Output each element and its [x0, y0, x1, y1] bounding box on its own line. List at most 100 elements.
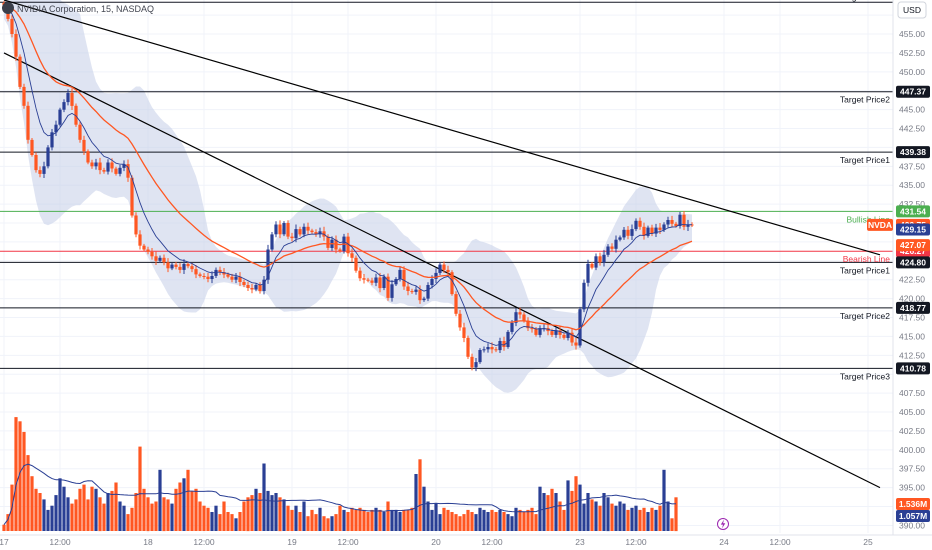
volume-bar — [370, 509, 374, 531]
volume-bar — [298, 512, 302, 531]
candle-body — [130, 177, 134, 216]
volume-bar — [406, 509, 410, 531]
price-levels[interactable] — [0, 1, 893, 369]
level-label: Target Price1 — [840, 155, 890, 165]
volume-bar — [218, 514, 222, 531]
volume-bar — [302, 501, 306, 531]
lightning-glyph-icon — [720, 519, 726, 529]
currency-button[interactable] — [897, 1, 927, 19]
volume-bar — [122, 505, 126, 531]
volume-ma-line — [3, 463, 677, 526]
time-axis[interactable]: 17 12:00 18 12:00 19 12:00 20 12:00 23 12:00 24 12:… — [0, 537, 873, 547]
time-tick: 12:00 — [337, 537, 359, 547]
trendline[interactable] — [3, 52, 881, 489]
trendlines[interactable] — [3, 0, 881, 489]
volume-bar — [146, 497, 150, 532]
price-tick: 445.00 — [899, 105, 925, 115]
price-axis[interactable]: 455.00 452.50 450.00 445.00 442.50 437.50 435.… — [899, 29, 925, 530]
volume-bar — [542, 493, 546, 531]
candle-body — [678, 214, 682, 226]
candle-body — [566, 332, 570, 338]
volume-bar — [258, 493, 262, 531]
level-badge — [896, 146, 930, 159]
candle-body — [306, 226, 310, 231]
level-label: Target Price3 — [840, 0, 890, 2]
currency-label: USD — [903, 5, 921, 15]
volume-bar — [266, 490, 270, 531]
candle-body — [642, 226, 646, 236]
candle-body — [618, 237, 622, 240]
time-tick: 24 — [719, 537, 729, 547]
volume-bar — [70, 503, 74, 531]
volume-bar — [454, 514, 458, 531]
time-tick: 25 — [863, 537, 873, 547]
volume-bar — [62, 486, 66, 531]
candle-body — [614, 239, 618, 249]
price-tick: 400.00 — [899, 445, 925, 455]
volume-bar — [642, 507, 646, 531]
time-axis-panel[interactable] — [0, 535, 932, 550]
candle-body — [106, 162, 110, 172]
volume-bar — [442, 507, 446, 531]
level-badge-text: 439.38 — [900, 147, 926, 157]
price-tick: 437.50 — [899, 161, 925, 171]
volume-bar — [26, 455, 30, 531]
volume-bar — [274, 493, 278, 531]
candle-body — [154, 256, 158, 261]
candle-body — [598, 256, 602, 263]
trendline[interactable] — [3, 0, 881, 256]
candle-body — [82, 139, 86, 152]
candle-body — [474, 362, 478, 368]
volume-bar — [626, 509, 630, 531]
volume-bar — [410, 507, 414, 531]
time-tick: 18 — [143, 537, 153, 547]
candle-body — [42, 166, 46, 174]
level-label: Bearish Line — [843, 254, 891, 264]
volume-bar — [498, 509, 502, 531]
volume-bar — [246, 497, 250, 532]
price-tick: 435.00 — [899, 180, 925, 190]
price-tick: 432.50 — [899, 199, 925, 209]
candle-body — [638, 220, 642, 227]
volume-bar — [582, 503, 586, 531]
candle-body — [262, 279, 266, 291]
volume-bar — [546, 495, 550, 531]
volume-bar — [566, 480, 570, 531]
price-tick: 407.50 — [899, 388, 925, 398]
volume-bar — [170, 503, 174, 531]
volume-bar — [118, 501, 122, 531]
candle-body — [570, 332, 574, 343]
candle-body — [254, 285, 258, 290]
candle-body — [550, 331, 554, 335]
volume-bar — [178, 482, 182, 531]
candle-body — [522, 314, 526, 321]
volume-bar — [202, 505, 206, 531]
volume-bar — [630, 507, 634, 531]
price-tick: 442.50 — [899, 124, 925, 134]
volume-bar — [6, 514, 10, 531]
candle-body — [422, 298, 426, 301]
candle-body — [494, 349, 498, 351]
volume-bar — [610, 503, 614, 531]
candle-body — [646, 227, 650, 236]
volume-bar — [330, 516, 334, 531]
volume-bar — [570, 490, 574, 531]
volume-bar — [518, 509, 522, 531]
candle-body — [66, 93, 70, 103]
candle-body — [634, 220, 638, 230]
volume-bar — [418, 459, 422, 531]
candle-body — [534, 328, 538, 335]
candle-body — [98, 162, 102, 171]
volume-bar — [598, 505, 602, 531]
candle-body — [530, 328, 534, 330]
volume-bar — [670, 518, 674, 531]
volume-bar — [338, 505, 342, 531]
volume-bar — [462, 514, 466, 531]
candle-body — [674, 223, 678, 227]
candle-body — [70, 93, 74, 106]
candle-body — [578, 309, 582, 346]
volume-bar — [58, 478, 62, 531]
